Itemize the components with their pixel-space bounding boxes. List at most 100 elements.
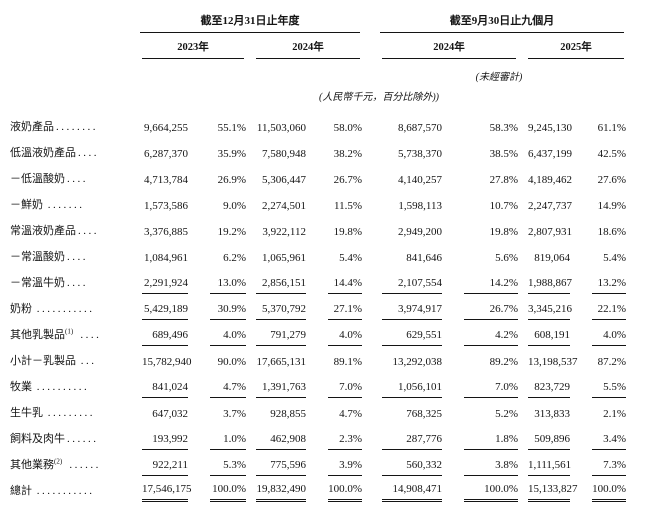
pct-2025-9m: 87.2%: [597, 356, 626, 368]
row-label-cell: －鮮奶 .......: [10, 190, 132, 216]
value-2024: 5,370,792: [256, 297, 306, 320]
value-2024: 2,274,501: [262, 200, 306, 212]
pct-2023: 6.2%: [223, 252, 246, 264]
pct-2024: 89.1%: [333, 356, 362, 368]
pct-2023: 1.0%: [210, 427, 246, 450]
pct-2025-9m: 42.5%: [597, 148, 626, 160]
dot-leader: .......: [47, 199, 85, 211]
pct-2024-9m: 19.8%: [489, 226, 518, 238]
table-row: 小計－乳製品 ... 15,782,940 90.0% 17,665,131 8…: [10, 346, 626, 372]
value-2024-9m: 841,646: [406, 252, 442, 264]
row-label-cell: 其他業務(2) ......: [10, 450, 132, 476]
value-2023: 922,211: [142, 453, 188, 476]
pct-2024-9m: 26.7%: [464, 297, 518, 320]
dot-leader: ......: [67, 433, 99, 445]
dot-leader: ....: [67, 277, 88, 289]
row-label-cell: －低溫酸奶....: [10, 164, 132, 190]
footnote-marker: (2): [54, 457, 63, 466]
pct-2024-9m: 3.8%: [464, 453, 518, 476]
row-label: 總計: [10, 485, 35, 497]
pct-2024: 5.4%: [339, 252, 362, 264]
pct-2023: 4.7%: [210, 375, 246, 398]
row-label: 其他乳製品: [10, 329, 65, 341]
pct-2024-9m: 10.7%: [489, 200, 518, 212]
dot-leader: ...: [80, 355, 97, 367]
value-2024: 3,922,112: [262, 226, 306, 238]
pct-2023: 55.1%: [217, 122, 246, 134]
year-column-2025-9m: 2025年: [528, 33, 624, 59]
period-group-header-row: 截至12月31日止年度 截至9月30日止九個月: [10, 10, 626, 33]
pct-2024: 27.1%: [328, 297, 362, 320]
year-header-row: 2023年 2024年 2024年 2025年: [10, 33, 626, 59]
units-note-row: (人民幣千元，百分比除外)): [10, 83, 626, 112]
dot-leader: ...........: [36, 303, 95, 315]
value-2025-9m: 2,247,737: [528, 200, 572, 212]
value-2023: 647,032: [152, 408, 188, 420]
table-row: 液奶產品........ 9,664,255 55.1% 11,503,060 …: [10, 112, 626, 138]
pct-2024-9m: 100.0%: [464, 477, 518, 502]
value-2024: 791,279: [256, 323, 306, 346]
value-2025-9m: 819,064: [534, 252, 570, 264]
table-row: －常溫酸奶.... 1,084,961 6.2% 1,065,961 5.4% …: [10, 242, 626, 268]
pct-2024: 58.0%: [333, 122, 362, 134]
pct-2024: 11.5%: [333, 200, 362, 212]
pct-2023: 13.0%: [210, 271, 246, 294]
revenue-breakdown-table: 截至12月31日止年度 截至9月30日止九個月 2023年 2024年 2024…: [10, 10, 626, 502]
row-label-cell: 其他乳製品(1) ....: [10, 320, 132, 346]
value-2024-9m: 768,325: [406, 408, 442, 420]
value-2025-9m: 2,807,931: [528, 226, 572, 238]
pct-2024-9m: 27.8%: [489, 174, 518, 186]
table-row: 牧業 .......... 841,024 4.7% 1,391,763 7.0…: [10, 372, 626, 398]
pct-2025-9m: 5.5%: [592, 375, 626, 398]
pct-2023: 9.0%: [223, 200, 246, 212]
value-2024-9m: 287,776: [382, 427, 442, 450]
pct-2025-9m: 100.0%: [592, 477, 626, 502]
pct-2025-9m: 7.3%: [592, 453, 626, 476]
pct-2024-9m: 4.2%: [464, 323, 518, 346]
pct-2025-9m: 13.2%: [592, 271, 626, 294]
table-row: 常溫液奶產品.... 3,376,885 19.2% 3,922,112 19.…: [10, 216, 626, 242]
value-2024-9m: 560,332: [382, 453, 442, 476]
row-label-cell: 總計 ...........: [10, 476, 132, 502]
dot-leader: ......: [64, 459, 101, 471]
value-2024: 5,306,447: [262, 174, 306, 186]
table-row: 奶粉 ........... 5,429,189 30.9% 5,370,792…: [10, 294, 626, 320]
value-2025-9m: 15,133,827: [528, 477, 578, 502]
row-label: 液奶產品: [10, 121, 54, 133]
pct-2024: 26.7%: [333, 174, 362, 186]
pct-2023: 3.7%: [223, 408, 246, 420]
row-label: －常溫酸奶: [10, 251, 65, 263]
value-2025-9m: 1,988,867: [528, 271, 572, 294]
table-row: 其他業務(2) ...... 922,211 5.3% 775,596 3.9%…: [10, 450, 626, 476]
row-label: 常溫液奶產品: [10, 225, 76, 237]
value-2023: 5,429,189: [142, 297, 188, 320]
table-row: 生牛乳 ......... 647,032 3.7% 928,855 4.7% …: [10, 398, 626, 424]
value-2025-9m: 3,345,216: [528, 297, 572, 320]
value-2025-9m: 13,198,537: [528, 356, 578, 368]
value-2025-9m: 1,111,561: [528, 453, 571, 476]
value-2023: 17,546,175: [142, 477, 192, 502]
pct-2024: 2.3%: [328, 427, 362, 450]
period-group-label-9m: 截至9月30日止九個月: [380, 10, 624, 33]
value-2024: 775,596: [256, 453, 306, 476]
value-2024: 928,855: [270, 408, 306, 420]
year-column-2023: 2023年: [142, 33, 244, 59]
table-row: －常溫牛奶.... 2,291,924 13.0% 2,856,151 14.4…: [10, 268, 626, 294]
pct-2025-9m: 61.1%: [597, 122, 626, 134]
pct-2023: 5.3%: [210, 453, 246, 476]
value-2024: 17,665,131: [256, 356, 307, 368]
value-2024-9m: 2,107,554: [382, 271, 442, 294]
dot-leader: ....: [67, 173, 88, 185]
value-2025-9m: 823,729: [528, 375, 570, 398]
pct-2024-9m: 5.6%: [495, 252, 518, 264]
pct-2025-9m: 18.6%: [597, 226, 626, 238]
dot-leader: ...........: [36, 485, 95, 497]
row-label-cell: 奶粉 ...........: [10, 294, 132, 320]
value-2024: 1,065,961: [262, 252, 306, 264]
value-2024: 11,503,060: [256, 122, 306, 134]
row-label: 奶粉: [10, 303, 35, 315]
pct-2024: 4.7%: [339, 408, 362, 420]
row-label-cell: －常溫酸奶....: [10, 242, 132, 268]
unaudited-note: (未經審計): [475, 72, 523, 83]
